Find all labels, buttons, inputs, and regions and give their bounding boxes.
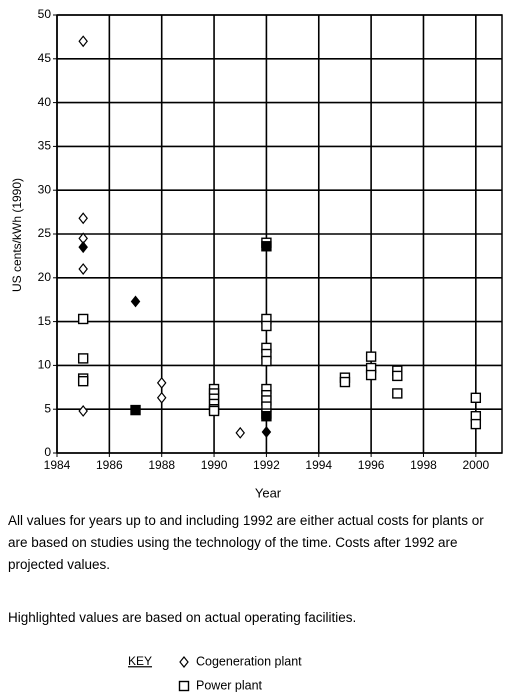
y-axis-label: US cents/kWh (1990) [10,178,24,292]
y-tick-label: 30 [38,182,52,196]
y-tick-label: 25 [38,226,52,240]
point [470,392,482,404]
point [365,351,377,362]
legend-label: Power plant [196,678,263,692]
point [235,426,246,439]
point [78,212,88,225]
x-tick-label: 1998 [410,458,437,472]
x-axis-label: Year [255,485,282,500]
y-tick-label: 15 [38,314,52,328]
point [78,241,88,254]
y-tick-label: 5 [44,401,51,415]
legend-marker [179,656,189,668]
point [78,35,88,48]
point [261,411,272,422]
y-tick-label: 50 [38,7,52,21]
x-tick-label: 1994 [305,458,332,472]
point [392,370,403,382]
point [470,418,482,430]
legend-label: Cogeneration plant [196,654,302,668]
point [392,388,403,399]
point [77,313,89,325]
point [130,404,141,416]
point [78,404,88,417]
x-tick-label: 1988 [148,458,175,472]
point [339,376,351,388]
point [208,405,220,417]
y-tick-label: 35 [38,139,52,153]
y-tick-label: 20 [38,270,52,284]
point [78,263,88,276]
x-tick-label: 1996 [358,458,385,472]
point [261,426,272,438]
point [365,369,377,381]
y-tick-label: 10 [38,358,52,372]
x-tick-label: 1984 [44,458,71,472]
x-tick-label: 1992 [253,458,280,472]
note: All values for years up to and including… [8,513,484,572]
y-tick-label: 40 [38,95,52,109]
point [261,241,272,252]
x-tick-label: 1986 [96,458,123,472]
point [77,353,89,364]
y-tick-label: 0 [44,445,51,459]
point [156,376,167,389]
key-label: KEY [128,654,152,668]
point [261,355,272,367]
y-tick-label: 45 [38,51,52,65]
x-tick-label: 1990 [201,458,228,472]
point [77,375,89,387]
point [130,295,141,308]
point [156,391,167,404]
point [261,320,272,332]
x-tick-label: 2000 [462,458,489,472]
note: Highlighted values are based on actual o… [8,610,357,625]
legend-marker [178,680,190,692]
